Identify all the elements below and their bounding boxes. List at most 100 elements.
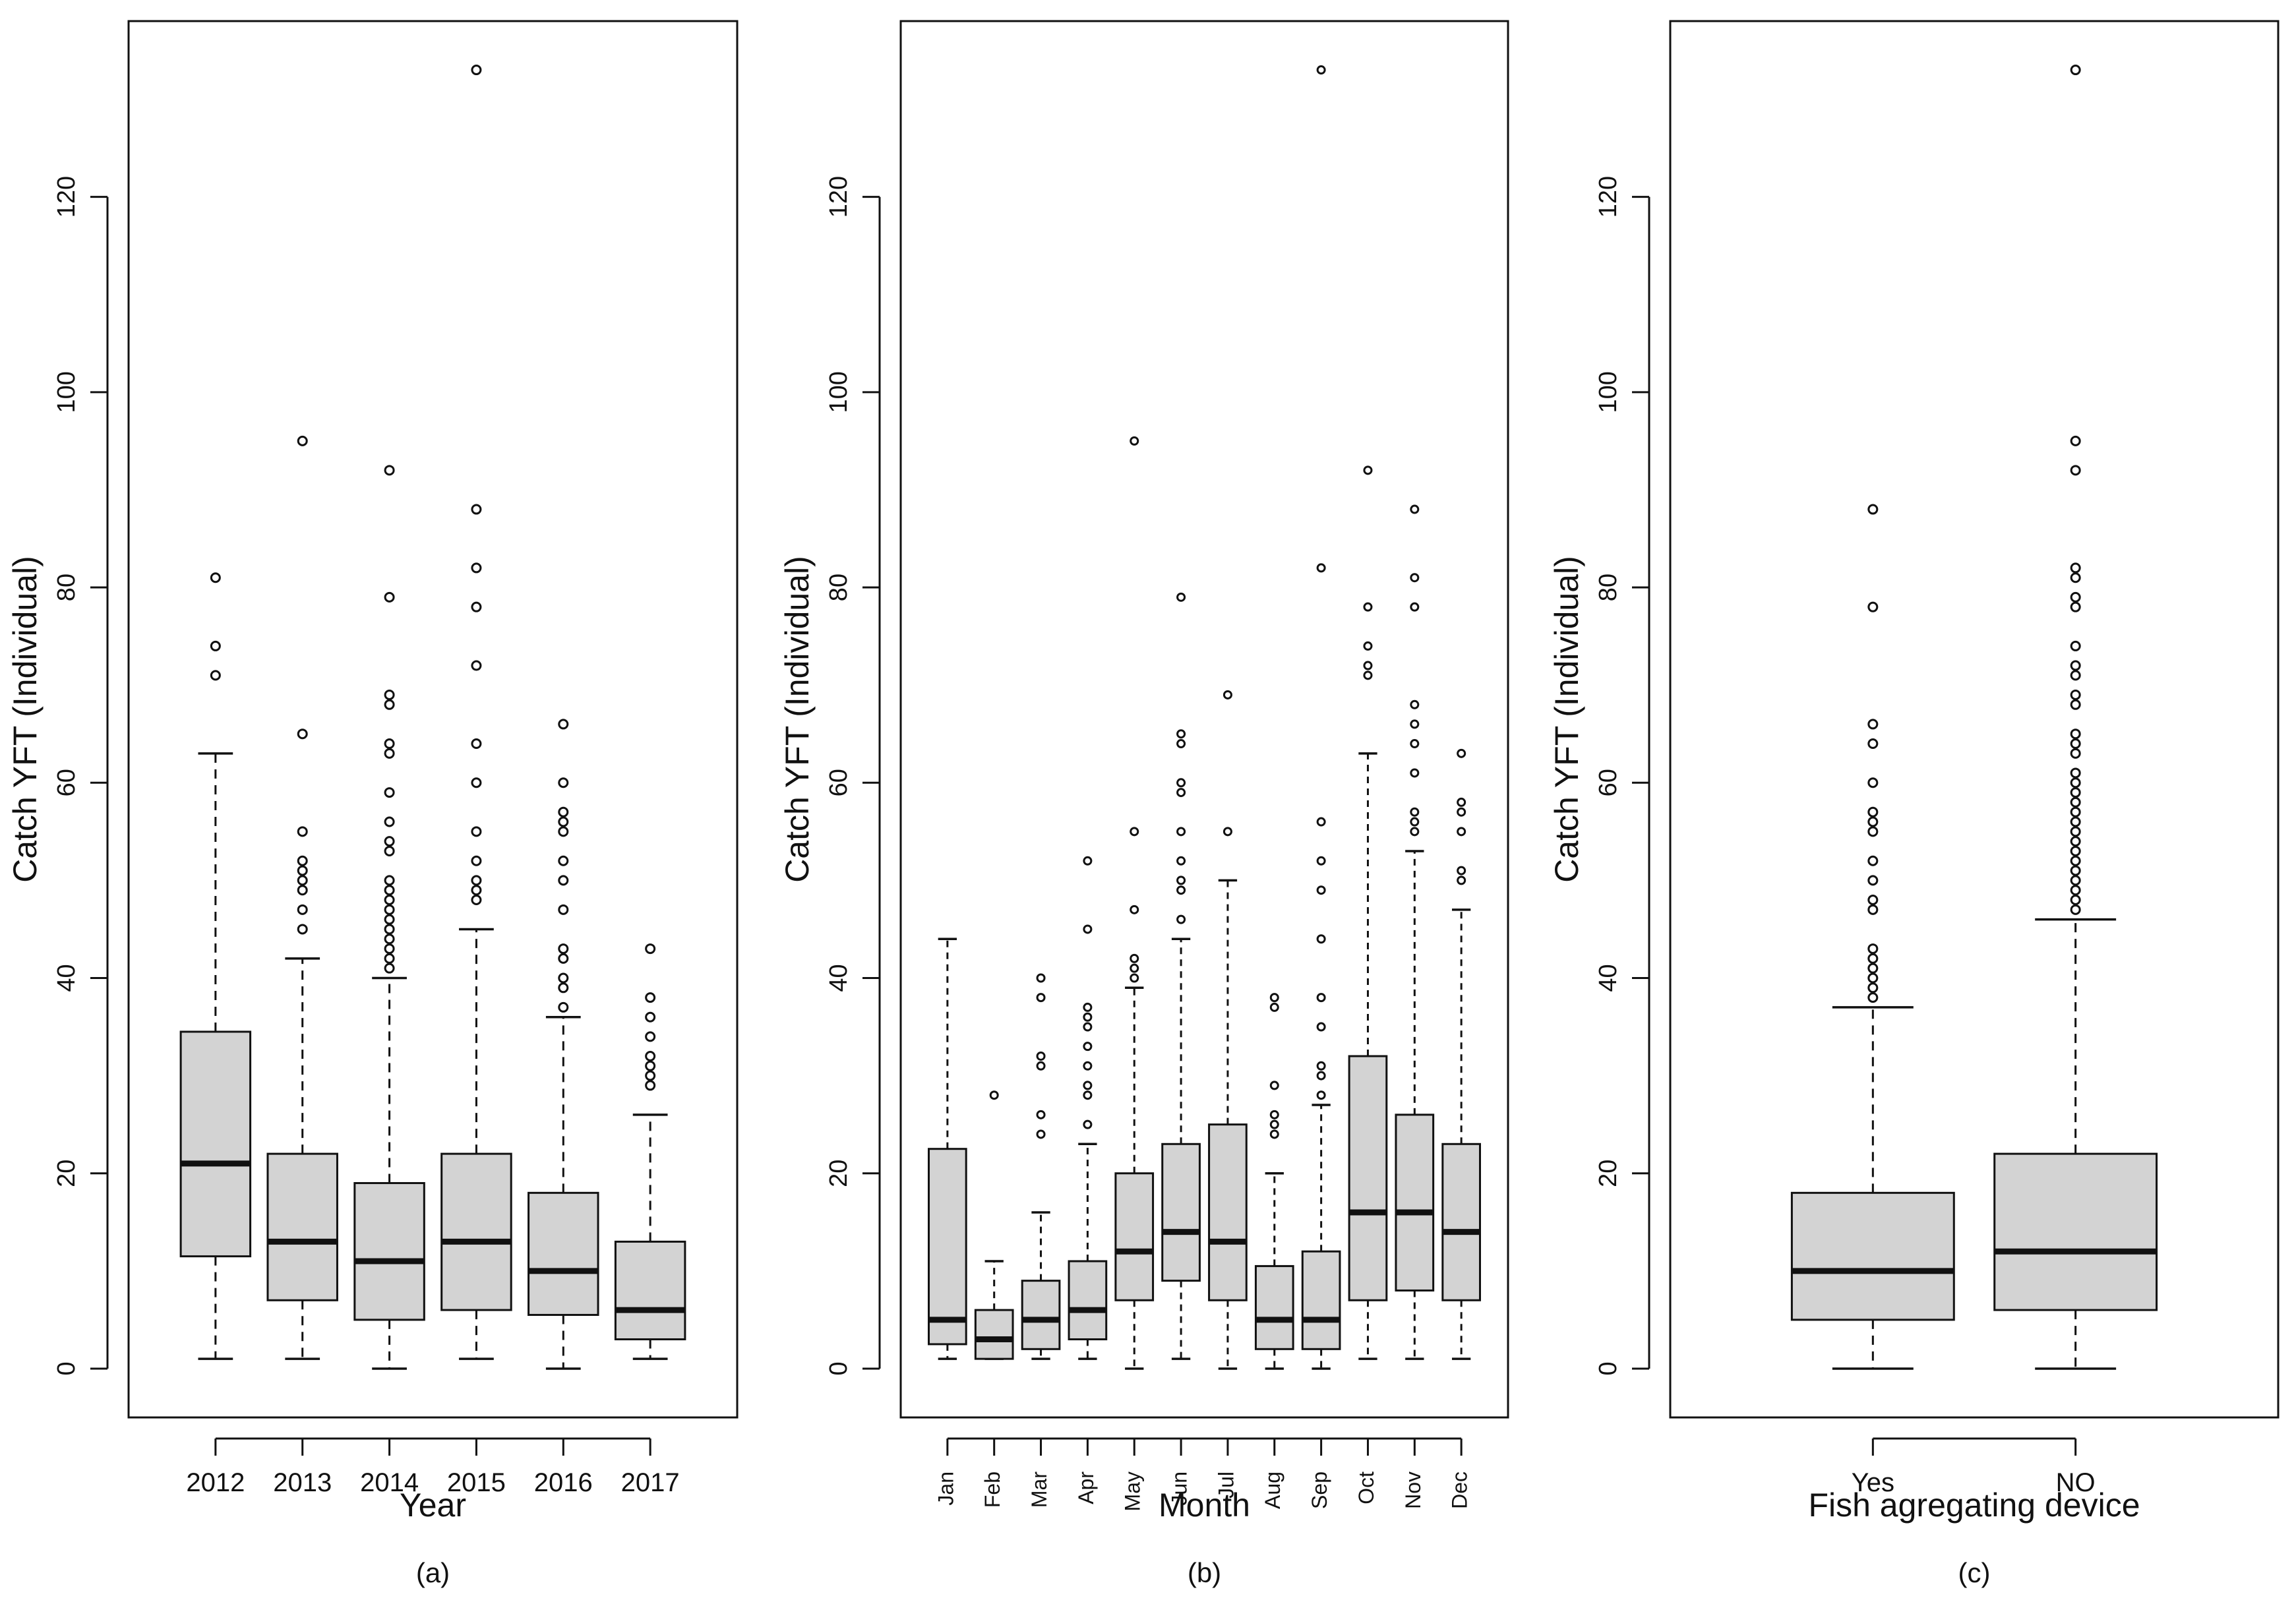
y-tick-label: 60 — [1594, 769, 1622, 796]
outlier-point — [471, 601, 482, 612]
y-axis-title-group: Catch YFT (Individual) — [1548, 556, 1585, 883]
panel-c-fad: 0 20 40 60 80 100 120 Catch YFT (Individual) Y… — [1548, 20, 2280, 1588]
y-tick-label: 80 — [53, 574, 80, 601]
box-Jun — [1161, 592, 1201, 1360]
x-tick-label: 2012 — [186, 1468, 245, 1497]
outlier-point — [1363, 670, 1373, 680]
outlier-point — [384, 836, 395, 847]
outlier-point — [558, 855, 569, 866]
outlier-point — [1316, 817, 1326, 827]
outlier-point — [1363, 602, 1373, 612]
y-axis: 0 20 40 60 80 100 120 — [53, 176, 109, 1376]
box-2013 — [266, 435, 338, 1360]
y-tick-label: 20 — [825, 1160, 853, 1187]
x-tick-label: Nov — [1401, 1471, 1425, 1509]
outlier-point — [297, 885, 308, 896]
outlier-point — [1316, 65, 1326, 75]
iqr-box — [1395, 1114, 1435, 1292]
box-Sep — [1301, 65, 1341, 1370]
outlier-point — [2070, 816, 2081, 827]
outlier-point — [1410, 739, 1420, 749]
x-tick-label: Dec — [1448, 1471, 1472, 1509]
outlier-point — [1176, 729, 1186, 739]
outlier-point — [1176, 778, 1186, 788]
x-axis-title: Month — [1159, 1487, 1250, 1524]
x-axis: 2012 2013 2014 2015 2016 2017 — [186, 1437, 680, 1497]
outlier-point — [384, 816, 395, 827]
outlier-point — [471, 660, 482, 671]
outlier-point — [1269, 1110, 1279, 1119]
x-tick-label: 2014 — [360, 1468, 419, 1497]
outlier-point — [1867, 719, 1879, 730]
iqr-box — [1161, 1143, 1201, 1282]
outlier-point — [471, 738, 482, 750]
y-tick-label: 0 — [53, 1361, 80, 1375]
outlier-point — [1316, 856, 1326, 866]
outlier-point — [1176, 876, 1186, 885]
box-series — [928, 65, 1481, 1370]
y-axis-title-group: Catch YFT (Individual) — [7, 556, 44, 883]
outlier-point — [471, 885, 482, 896]
x-axis-title: Fish agregating device — [1808, 1487, 2140, 1524]
outlier-point — [1410, 573, 1420, 583]
outlier-point — [1083, 1012, 1093, 1022]
outlier-point — [2070, 591, 2081, 603]
outlier-point — [1457, 866, 1466, 876]
outlier-point — [645, 1080, 656, 1091]
x-tick-label: Oct — [1354, 1471, 1378, 1504]
y-tick-label: 40 — [1594, 964, 1622, 992]
outlier-point — [645, 1050, 656, 1061]
iqr-box — [528, 1191, 599, 1316]
outlier-point — [471, 855, 482, 866]
outlier-point — [1457, 748, 1466, 758]
outlier-point — [471, 562, 482, 574]
outlier-point — [2070, 806, 2081, 817]
y-tick-label: 60 — [53, 769, 80, 796]
outlier-point — [1867, 806, 1879, 817]
outlier-point — [558, 826, 569, 837]
outlier-point — [1036, 1051, 1046, 1061]
outlier-point — [1036, 1061, 1046, 1071]
outlier-point — [2070, 796, 2081, 808]
iqr-box — [974, 1309, 1014, 1360]
box-Nov — [1395, 504, 1435, 1360]
x-tick-label: 2015 — [447, 1468, 506, 1497]
outlier-point — [1410, 504, 1420, 514]
outlier-point — [1176, 914, 1186, 924]
outlier-point — [2070, 826, 2081, 837]
outlier-point — [1130, 436, 1139, 446]
iqr-box — [440, 1152, 512, 1311]
outlier-point — [1176, 592, 1186, 602]
y-axis: 0 20 40 60 80 100 120 — [825, 176, 881, 1376]
outlier-point — [1363, 641, 1373, 651]
outlier-point — [384, 895, 395, 906]
outlier-point — [1176, 739, 1186, 749]
iqr-box — [1208, 1123, 1248, 1301]
outlier-point — [1867, 904, 1879, 915]
outlier-point — [2070, 435, 2081, 446]
outlier-point — [1316, 563, 1326, 573]
outlier-point — [1176, 856, 1186, 866]
box-series — [1790, 65, 2158, 1370]
outlier-point — [1867, 855, 1879, 866]
y-axis-title: Catch YFT (Individual) — [7, 556, 44, 883]
outlier-point — [558, 806, 569, 817]
panel-label: (a) — [416, 1557, 450, 1588]
outlier-point — [1083, 924, 1093, 934]
box-Apr — [1068, 856, 1108, 1360]
outlier-point — [1867, 972, 1879, 984]
panel-b-month: 0 20 40 60 80 100 120 Catch YFT (Individual) J… — [779, 20, 1509, 1588]
outlier-point — [2070, 660, 2081, 671]
outlier-point — [1176, 885, 1186, 895]
outlier-point — [1269, 1002, 1279, 1012]
outlier-point — [297, 924, 308, 935]
outlier-point — [2070, 865, 2081, 876]
outlier-point — [1130, 973, 1139, 983]
outlier-point — [1176, 788, 1186, 798]
x-tick-label: Jan — [934, 1471, 957, 1506]
outlier-point — [1223, 827, 1232, 837]
outlier-point — [1130, 953, 1139, 963]
outlier-point — [2070, 728, 2081, 740]
outlier-point — [2070, 465, 2081, 476]
